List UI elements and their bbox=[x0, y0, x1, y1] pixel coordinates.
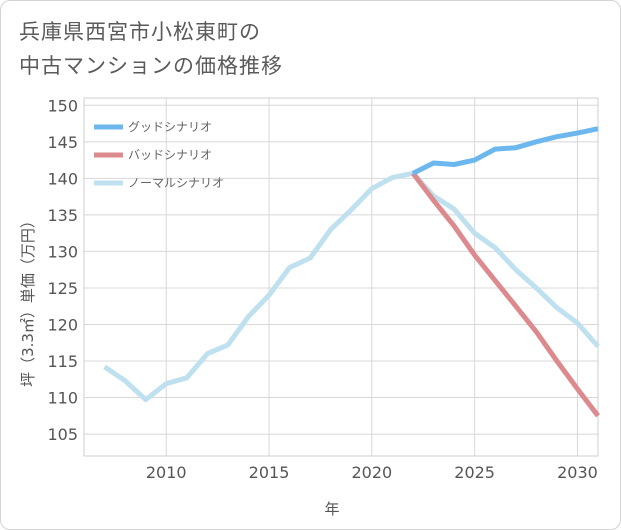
y-tick-label: 140 bbox=[47, 169, 78, 188]
x-tick-label: 2020 bbox=[351, 463, 392, 482]
legend-label-normal: ノーマルシナリオ bbox=[128, 176, 224, 190]
axis-ticks: 105 110 115 120 125 130 135 140 145 150 2010 2015 20… bbox=[47, 96, 597, 482]
y-tick-label: 110 bbox=[47, 389, 78, 408]
series-line-bad bbox=[411, 171, 600, 418]
legend-label-bad: バッドシナリオ bbox=[128, 148, 212, 162]
series-line-good bbox=[411, 126, 599, 176]
x-tick-label: 2010 bbox=[146, 463, 187, 482]
series-group bbox=[103, 126, 600, 418]
chart-title: 兵庫県西宮市小松東町の 中古マンションの価格推移 bbox=[19, 15, 283, 83]
grid bbox=[84, 98, 598, 456]
chart-title-line-1: 兵庫県西宮市小松東町の bbox=[19, 20, 261, 44]
y-tick-label: 120 bbox=[47, 315, 78, 334]
y-tick-label: 105 bbox=[47, 425, 78, 444]
y-tick-label: 115 bbox=[47, 352, 78, 371]
y-tick-label: 145 bbox=[47, 133, 78, 152]
y-tick-label: 125 bbox=[47, 279, 78, 298]
y-tick-label: 135 bbox=[47, 206, 78, 225]
plot-area-border bbox=[83, 97, 599, 457]
x-tick-label: 2015 bbox=[249, 463, 290, 482]
y-tick-label: 150 bbox=[47, 96, 78, 115]
legend-label-good: グッドシナリオ bbox=[128, 120, 212, 134]
y-axis-title: 坪（3.3㎡）単価（万円） bbox=[19, 213, 37, 387]
x-tick-label: 2030 bbox=[557, 463, 598, 482]
x-tick-label: 2025 bbox=[454, 463, 495, 482]
y-tick-label: 130 bbox=[47, 242, 78, 261]
chart-title-line-2: 中古マンションの価格推移 bbox=[19, 54, 283, 78]
x-axis-title: 年 bbox=[324, 500, 339, 518]
series-line-normal bbox=[103, 170, 600, 403]
